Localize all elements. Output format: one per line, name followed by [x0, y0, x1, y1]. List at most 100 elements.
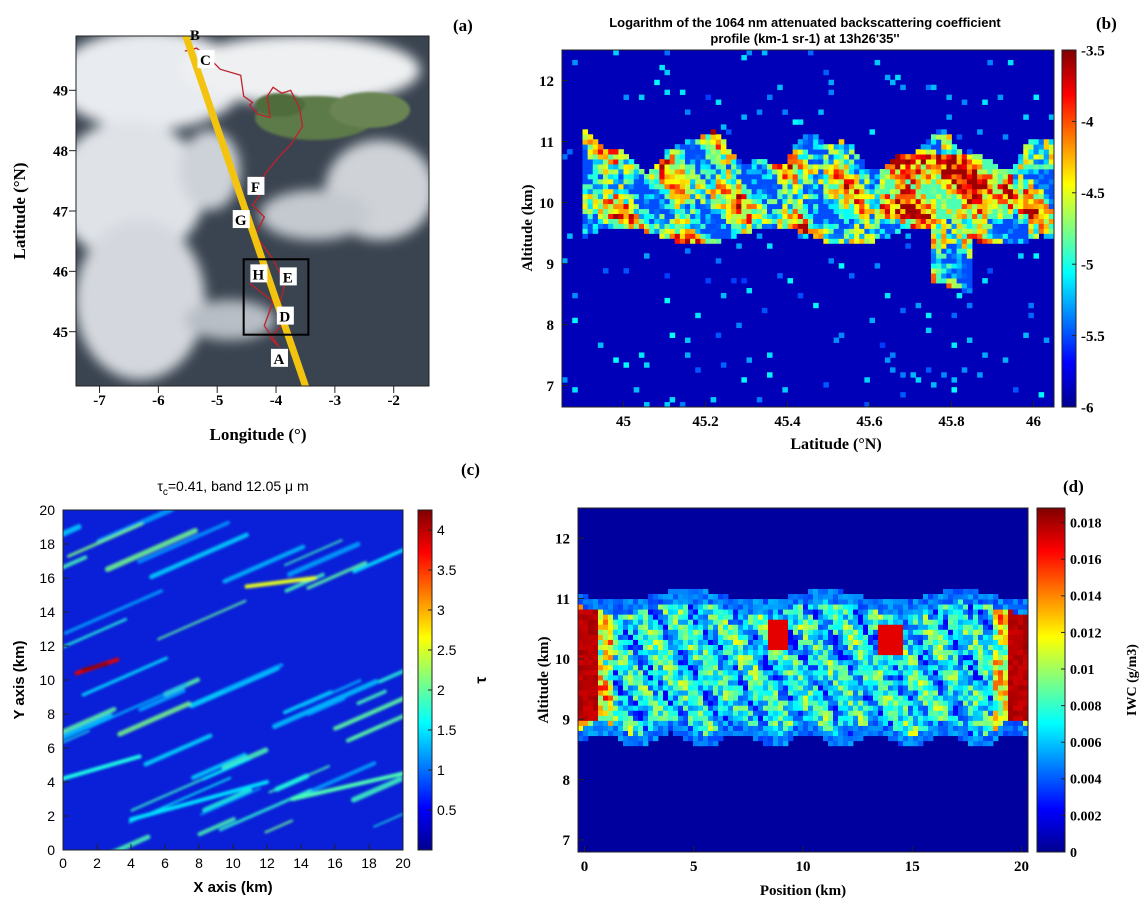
panel-d-cell [668, 695, 674, 701]
panel-d-cell [788, 609, 794, 615]
panel-b-cell [690, 208, 696, 215]
panel-b-cell [695, 208, 701, 215]
panel-b-cell [638, 178, 645, 185]
panel-d-cell [858, 669, 864, 676]
panel-b-cell [997, 218, 1004, 224]
panel-b-cell [808, 193, 814, 200]
panel-b-cell [782, 213, 788, 219]
panel-d-cell [618, 664, 624, 671]
panel-b-cell [808, 139, 814, 145]
panel-b-cell [664, 169, 671, 175]
panel-d-cell [713, 634, 719, 640]
panel-d-cell [683, 690, 689, 696]
panel-d-cell [583, 690, 589, 696]
panel-d-cell [693, 669, 699, 676]
panel-b-cell [654, 178, 660, 185]
panel-d-cell [818, 685, 824, 691]
panel-b-cell [992, 178, 999, 185]
panel-b-cell [802, 183, 809, 190]
panel-d-cell [673, 664, 679, 671]
panel-d-cell [948, 634, 954, 640]
panel-d-cell [793, 710, 799, 716]
panel-d-cell [848, 644, 854, 651]
panel-d-cell [718, 669, 724, 676]
panel-b-cell [772, 218, 778, 224]
panel-d-cell [898, 705, 904, 711]
panel-d-cell [783, 619, 789, 625]
panel-b-cell [705, 134, 712, 140]
panel-d-cell [618, 634, 624, 640]
panel-d-cell [863, 654, 869, 661]
panel-d-cell [958, 680, 964, 686]
panel-d-cell [873, 685, 879, 691]
panel-b-cell [849, 154, 855, 160]
map-point-box-g [232, 210, 250, 229]
panel-d-cell [983, 725, 989, 731]
panel-b-cell [592, 228, 599, 234]
panel-b-cell [802, 208, 809, 215]
panel-b-cell [977, 183, 983, 190]
panel-b-cell [664, 159, 671, 165]
panel-b-cell [720, 218, 727, 224]
panel-b-cell [751, 198, 758, 205]
panel-d-cell [983, 619, 989, 625]
panel-d-cell [863, 644, 869, 651]
panel-d-cell [593, 720, 599, 726]
panel-d-cell [798, 599, 804, 605]
panel-d-cell [823, 614, 829, 620]
panel-d-cell [908, 690, 914, 696]
panel-b-cell [977, 178, 983, 185]
panel-b-cell [1018, 213, 1024, 219]
panel-d-cell [753, 735, 759, 742]
panel-b-cell [910, 203, 917, 210]
panel-d-cell [908, 735, 914, 742]
panel-d-cell [923, 619, 929, 625]
panel-d-cell [598, 604, 604, 610]
panel-b-cell [772, 183, 778, 190]
panel-d-cell [853, 669, 859, 676]
panel-d-cell [1023, 725, 1029, 731]
panel-b-cell [674, 159, 681, 165]
panel-b-cell [997, 193, 1004, 200]
panel-b-cell [767, 94, 773, 100]
panel-d-cell [593, 705, 599, 711]
panel-b-cell [633, 173, 640, 180]
panel-b-cell [808, 169, 814, 175]
panel-b-cell [838, 173, 845, 180]
panel-d-cell [838, 649, 844, 656]
panel-d-cell [783, 624, 789, 630]
panel-d-cell [893, 710, 899, 716]
panel-b-cell [946, 134, 952, 140]
panel-b-cell [761, 218, 768, 224]
panel-d-cell [673, 604, 679, 610]
panel-b-cell [736, 243, 742, 249]
panel-d-cell [753, 730, 759, 737]
panel-b-cell [859, 188, 865, 195]
panel-b-cell [874, 169, 881, 175]
panel-d-cell [878, 720, 884, 726]
panel-d-cell [768, 705, 774, 711]
panel-d-cell [843, 629, 849, 635]
panel-b-cell [1048, 149, 1055, 155]
panel-d-cell [658, 614, 664, 620]
panel-b-cell [915, 183, 922, 190]
panel-b-cell [608, 159, 614, 165]
panel-b-cell [854, 238, 860, 244]
panel-b-cell [956, 233, 963, 239]
panel-b-cell [679, 89, 686, 96]
panel-b-cell [966, 188, 973, 195]
panel-d-cell [978, 695, 984, 701]
panel-b-cell [603, 159, 609, 165]
panel-b-cell [936, 268, 942, 274]
panel-d-cell [993, 639, 999, 645]
panel-d-cell [1018, 720, 1024, 726]
panel-b-cell [644, 362, 650, 368]
panel-d-cell [698, 659, 704, 666]
panel-b-cell [669, 198, 676, 205]
panel-d-cell [903, 624, 909, 630]
panel-b-cell [587, 188, 594, 195]
panel-d-cell [608, 614, 614, 620]
panel-c-xtick-label: 20 [395, 855, 411, 871]
panel-b-cell [992, 164, 999, 170]
panel-b-cell [1043, 203, 1050, 210]
